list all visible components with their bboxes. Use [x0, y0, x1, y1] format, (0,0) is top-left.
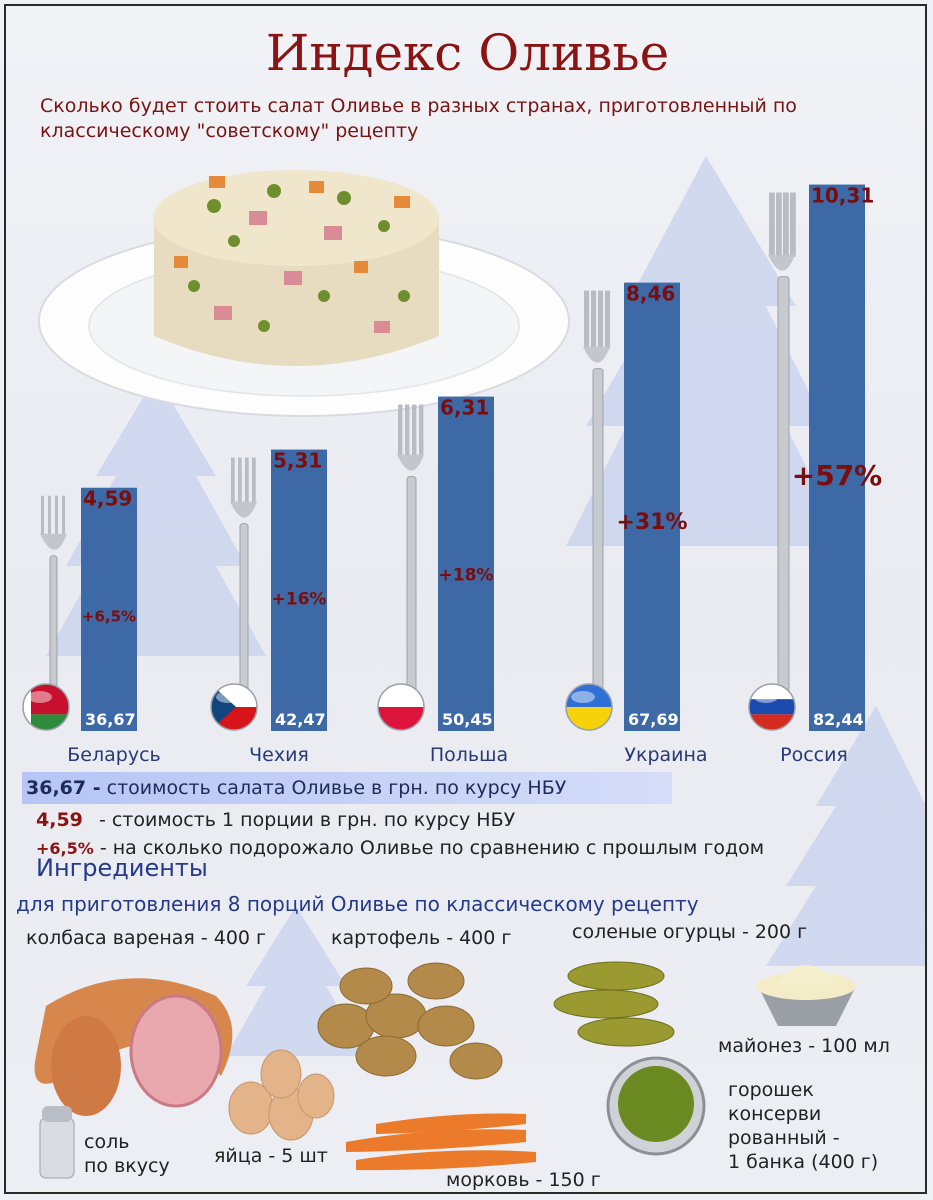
legend-highlight-band [22, 772, 672, 804]
value-label: 10,31 [811, 184, 874, 208]
value-label: 8,46 [626, 282, 675, 306]
pickles-image [553, 961, 675, 1047]
ingredient-images [34, 961, 856, 1179]
bars-group: 4,59 +6,5% 36,67 Беларусь 5,31 +16% 42,47 Чехия… [67, 184, 882, 766]
change-label: +18% [439, 566, 494, 586]
legend-salad-text: стоимость салата Оливье в грн. по курсу … [106, 777, 567, 799]
fork-icon [397, 404, 424, 707]
flag-icon [377, 683, 425, 731]
bar [81, 487, 137, 731]
salad-plate-image [38, 170, 570, 417]
ingredient-peas-3: рованный - [728, 1127, 840, 1149]
ingredients-subtitle: для приготовления 8 порций Оливье по кла… [16, 892, 699, 916]
bar [438, 396, 494, 731]
ingredient-peas-2: консерви [728, 1103, 822, 1125]
ingredient-peas-4: 1 банка (400 г) [728, 1151, 879, 1173]
chart-area: 4,59 +6,5% 36,67 Беларусь 5,31 +16% 42,47 Чехия… [22, 184, 882, 766]
ingredient-salt-1: соль [84, 1131, 130, 1153]
peas-can-image [606, 1056, 706, 1156]
category-label: Польша [430, 744, 508, 766]
legend-portion-cost: 4,59 - стоимость 1 порции в грн. по курс… [36, 809, 515, 831]
salad-cost-label: 50,45 [442, 710, 493, 729]
legend-portion-text: - стоимость 1 порции в грн. по курсу НБУ [98, 809, 516, 831]
change-label: +6,5% [82, 608, 136, 626]
mayonnaise-image [756, 965, 856, 1026]
bar [809, 184, 865, 731]
category-label: Беларусь [67, 744, 160, 766]
value-label: 6,31 [440, 396, 489, 420]
sausage-image [34, 978, 233, 1116]
potatoes-image [317, 962, 503, 1080]
legend-change-text: - на сколько подорожало Оливье по сравне… [99, 837, 765, 859]
legend-change-key: +6,5% [36, 839, 94, 858]
flag-icon [22, 683, 70, 731]
fork-icon [583, 290, 611, 707]
ingredient-salt-2: по вкусу [84, 1155, 170, 1177]
legend-salad-cost: 36,67 - стоимость салата Оливье в грн. п… [26, 777, 566, 799]
legend-salad-key: 36,67 - [26, 777, 101, 799]
ingredient-pickles: соленые огурцы - 200 г [572, 921, 808, 943]
legend-price-change: +6,5% - на сколько подорожало Оливье по … [36, 837, 764, 859]
salad-cost-label: 67,69 [628, 710, 679, 729]
page-title: Индекс Оливье [265, 24, 670, 82]
ingredient-mayo: майонез - 100 мл [718, 1035, 890, 1057]
flag-icon [210, 683, 258, 731]
flags-group [22, 683, 796, 731]
fork-icon [768, 192, 796, 707]
fir-tree-shape [766, 706, 925, 966]
infographic-frame: Индекс Оливье Сколько будет стоить салат… [4, 4, 927, 1194]
legend-portion-key: 4,59 [36, 809, 83, 831]
category-label: Украина [624, 744, 707, 766]
fork-decorations [40, 192, 796, 707]
flag-icon [565, 683, 613, 731]
bar [271, 449, 327, 731]
change-label: +57% [792, 459, 882, 492]
ingredient-peas-1: горошек [728, 1079, 814, 1101]
salad-cost-label: 36,67 [85, 710, 136, 729]
page-subtitle: Сколько будет стоить салат Оливье в разн… [40, 95, 797, 142]
category-label: Россия [780, 744, 848, 766]
flag-icon [748, 683, 796, 731]
category-label: Чехия [249, 744, 309, 766]
ingredient-potato: картофель - 400 г [331, 927, 512, 949]
fork-icon [40, 495, 67, 707]
salad-cost-label: 42,47 [275, 710, 326, 729]
ingredients-title: Ингредиенты [36, 854, 208, 882]
fork-icon [230, 457, 257, 707]
value-label: 4,59 [83, 487, 132, 511]
eggs-image [228, 1049, 335, 1141]
salt-shaker-image [39, 1106, 75, 1179]
value-label: 5,31 [273, 449, 322, 473]
salad-cost-label: 82,44 [813, 710, 864, 729]
ingredient-sausage: колбаса вареная - 400 г [26, 927, 267, 949]
bar [624, 282, 680, 731]
change-label: +31% [616, 510, 687, 535]
ingredient-carrot: морковь - 150 г [446, 1169, 601, 1191]
change-label: +16% [272, 589, 327, 609]
carrots-image [346, 1113, 536, 1171]
ingredient-eggs: яйца - 5 шт [214, 1145, 328, 1167]
